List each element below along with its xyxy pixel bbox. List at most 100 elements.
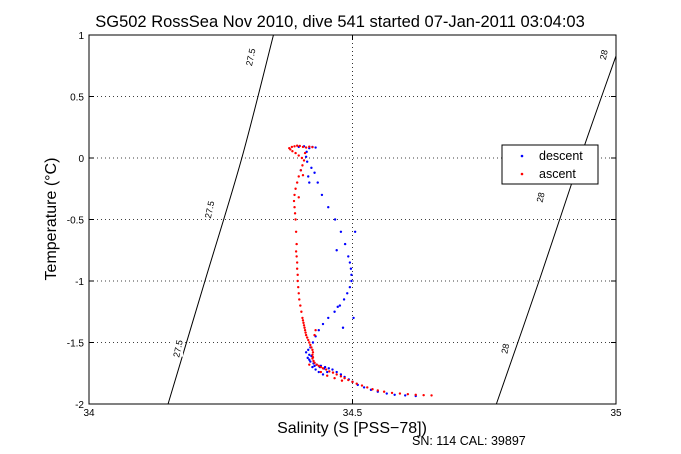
descent-point	[327, 316, 330, 320]
descent-point	[331, 368, 334, 371]
contour-label: 28	[499, 343, 511, 355]
ascent-point	[297, 175, 300, 178]
ascent-point	[301, 319, 305, 322]
ascent-point	[300, 310, 303, 313]
descent-point	[338, 304, 342, 307]
ascent-point	[295, 144, 299, 147]
descent-point	[307, 175, 310, 178]
ascent-point	[314, 329, 317, 332]
x-tick-label: 35	[610, 408, 622, 419]
serial-calibration-note: SN: 114 CAL: 39897	[412, 434, 526, 448]
ascent-point	[305, 336, 309, 339]
y-axis-ticks: 1 0.5 0 -0.5 -1 -1.5 -2	[67, 31, 616, 411]
ascent-point	[296, 279, 299, 283]
ascent-point	[382, 390, 386, 393]
ascent-point	[293, 212, 297, 215]
ascent-point	[302, 159, 306, 162]
ascent-point	[299, 169, 303, 172]
ascent-point	[326, 374, 329, 377]
descent-point	[327, 206, 330, 209]
contour-label: 27.5	[244, 48, 257, 67]
ascent-point	[303, 326, 306, 329]
ascent-point	[355, 382, 358, 385]
contour-label: 28	[535, 191, 547, 203]
descent-point	[342, 298, 346, 301]
descent-point	[348, 285, 352, 289]
ascent-point	[430, 394, 433, 397]
descent-point	[304, 155, 308, 158]
ascent-point	[292, 199, 296, 203]
ascent-point	[302, 321, 305, 325]
descent-point	[350, 273, 353, 277]
descent-point	[320, 193, 324, 197]
descent-point	[321, 373, 325, 376]
descent-point	[309, 360, 312, 363]
y-tick-label: -1	[75, 277, 84, 288]
ascent-point	[294, 187, 297, 190]
ascent-point	[296, 273, 299, 277]
ascent-point	[294, 230, 298, 233]
descent-point	[385, 392, 388, 395]
descent-point	[346, 292, 349, 295]
ascent-point	[312, 359, 315, 363]
descent-point	[350, 279, 353, 283]
ascent-point	[288, 146, 291, 150]
ascent-point	[331, 371, 335, 374]
ascent-point	[300, 156, 304, 160]
ascent-point	[294, 218, 297, 221]
ascent-point	[414, 393, 417, 396]
contour-label-bg	[173, 340, 184, 357]
gridlines	[89, 35, 616, 404]
ascent-point	[311, 348, 314, 352]
legend: descent ascent	[501, 144, 599, 185]
density-contour-line	[495, 55, 617, 405]
ascent-point	[294, 151, 297, 155]
density-contour-line	[167, 34, 274, 405]
ascent-point	[319, 365, 323, 369]
ascent-point	[313, 333, 316, 337]
ascent-point	[335, 373, 338, 376]
ascent-point	[321, 367, 325, 370]
ascent-point	[298, 144, 301, 148]
ascent-point	[295, 267, 299, 270]
ascent-point	[304, 331, 307, 334]
ascent-point	[360, 384, 364, 387]
y-tick-label: 0	[78, 154, 84, 165]
descent-point	[304, 351, 308, 354]
descent-point	[393, 393, 396, 396]
ascent-point	[290, 145, 294, 149]
x-axis-label: Salinity (S [PSS−78])	[277, 420, 427, 437]
ascent-point	[333, 376, 336, 380]
ascent-point	[297, 154, 300, 157]
ascent-point	[343, 376, 346, 380]
legend-ascent-marker	[520, 172, 524, 176]
ascent-point	[339, 375, 343, 378]
y-axis-label: Temperature (°C)	[43, 158, 60, 281]
legend-descent-label: descent	[539, 149, 583, 163]
contour-label: 27.5	[171, 339, 184, 358]
ascent-point	[340, 379, 344, 382]
x-tick-label: 34	[83, 408, 95, 419]
descent-point	[316, 181, 319, 184]
contour-label: 27.5	[203, 200, 216, 219]
ascent-point	[295, 261, 299, 264]
descent-point	[348, 261, 352, 264]
descent-point	[404, 394, 407, 397]
data-points	[288, 144, 433, 398]
ascent-point	[422, 393, 425, 397]
descent-point	[326, 370, 329, 374]
ascent-point	[298, 298, 301, 301]
descent-point	[335, 249, 338, 252]
descent-point	[313, 364, 316, 368]
x-axis-ticks: 34 34.5 35	[83, 35, 622, 419]
ascent-point	[297, 196, 300, 199]
descent-point	[317, 370, 320, 374]
contour-label-bg	[245, 49, 256, 66]
descent-point	[306, 356, 309, 360]
ascent-series	[288, 144, 433, 397]
descent-point	[335, 370, 338, 374]
descent-point	[308, 181, 311, 184]
contour-label-bg	[500, 340, 511, 357]
ascent-point	[301, 164, 304, 167]
ascent-point	[324, 368, 328, 371]
